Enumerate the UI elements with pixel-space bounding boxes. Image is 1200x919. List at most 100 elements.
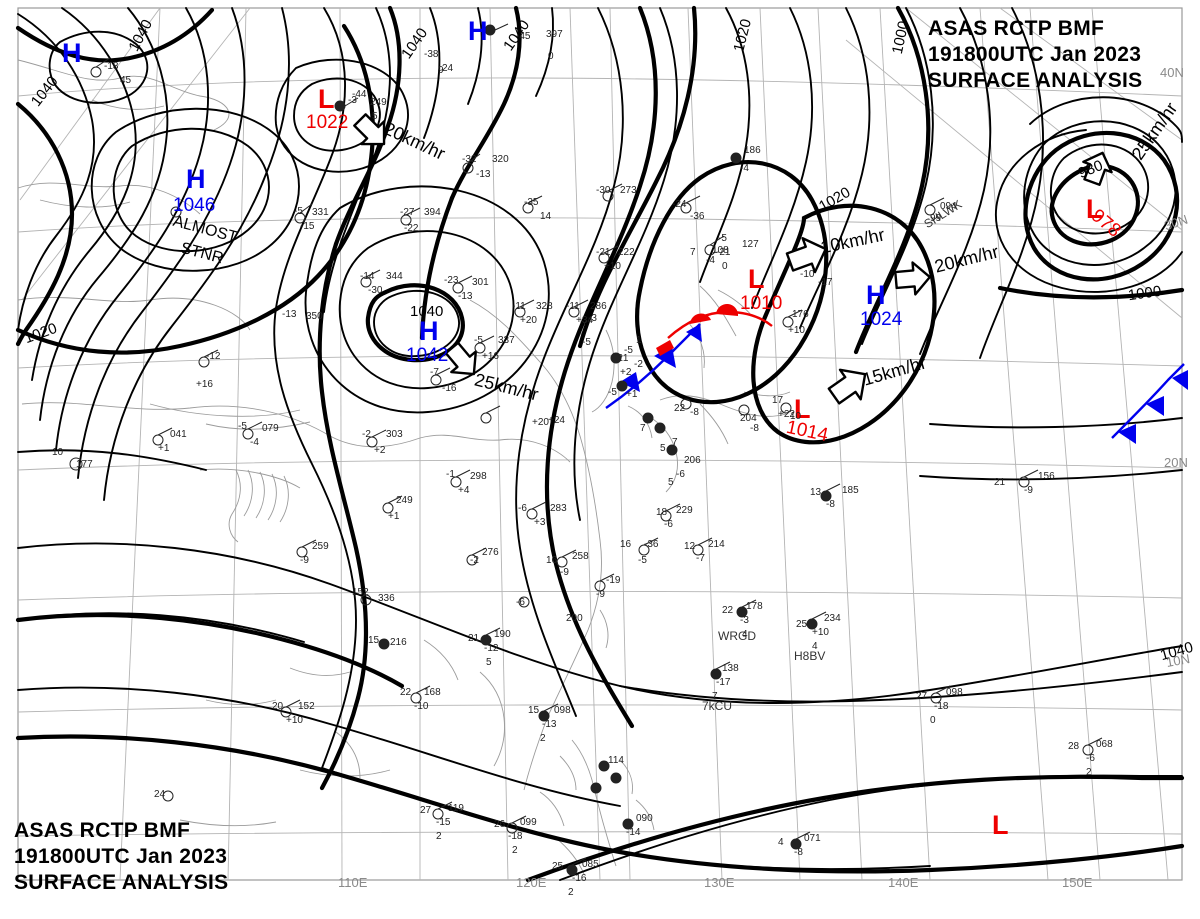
low-center-1022: L [318,84,335,114]
isobar-label-8: 1000 [1126,282,1163,305]
observation-value: 177 [76,459,93,470]
observation-value: 258 [572,551,589,562]
observation-value: 152 [298,701,315,712]
observation-value: 10 [52,447,64,458]
observation-value: -35 [524,197,539,208]
observation-value: -2 [634,359,643,370]
lon-label-120E: 120E [516,875,547,890]
observation-value: 4 [742,629,748,640]
observation-value: 0 [722,261,728,272]
observation-value: -18 [104,61,119,72]
observation-value: -10 [800,269,815,280]
observation-value: -13 [476,169,491,180]
observation-value: +1 [158,443,170,454]
motion-arrow-low-1010 [785,237,827,274]
observation-value: -6 [664,519,673,530]
observation-value: -5 [294,206,303,217]
observation-value: -24 [672,199,687,210]
observation-value: -1 [446,469,455,480]
low-center-bottomright: L [992,810,1009,840]
observation-value: +2 [374,445,386,456]
observation-value: 14 [540,211,552,222]
footer-line-1: ASAS RCTP BMF [14,819,191,842]
observation-value: -21 [716,247,731,258]
observation-value: 2 [568,887,574,898]
observation-value: -15 [300,221,315,232]
observation-value: 7 [712,691,718,702]
high-1024-value: 1024 [860,309,903,330]
observation-value: 24 [442,63,454,74]
lon-label-130E: 130E [704,875,735,890]
observation-value: -18 [508,831,523,842]
observation-value: -18 [934,701,949,712]
observation-value: -15 [436,817,451,828]
lat-label-40N: 40N [1160,65,1184,80]
observation-value: 071 [804,833,821,844]
observation-value: -10 [414,701,429,712]
observation-value: 286 [590,301,607,312]
observation-value: +2 [620,367,632,378]
observation-value: 13 [810,487,822,498]
lon-label-150E: 150E [1062,875,1093,890]
observation-value: -5 [238,421,247,432]
observation-value: -13 [282,309,297,320]
motion-arrow-high-1024 [894,261,932,296]
header-title-block: ASAS RCTP BMF 191800UTC Jan 2023 SURFACE… [928,18,1142,96]
observation-value: -36 [644,539,659,550]
observation-value: -3 [348,95,357,106]
observation-value: 085 [582,859,599,870]
observation-value: 5 [486,657,492,668]
observation-value: -32 [462,154,477,165]
observation-value: 394 [424,207,441,218]
observation-value: -7 [696,553,705,564]
observation-value: 216 [390,637,407,648]
observation-value: 127 [742,239,759,250]
observation-value: -9 [560,567,569,578]
observation-value: 5 [668,477,674,488]
observation-value: +20 [532,417,549,428]
observation-value: 119 [448,803,464,814]
station-code-7kcu: 7kCU [702,699,733,713]
observation-value: 114 [608,755,624,766]
lat-label-10N: 10N [1164,651,1191,670]
observation-value: 7 [690,247,696,258]
observation-value: -11 [566,301,580,312]
observation-value: -13 [542,719,557,730]
observation-value: 249 [370,97,387,108]
observation-value: -38 [424,49,439,60]
low-center-978: L [1086,194,1103,224]
observation-value: 234 [824,613,841,624]
observation-value: 22 [674,403,686,414]
observation-value: 156 [1038,471,1055,482]
observation-value: -21 [614,353,629,364]
motion-arrow-low-1014 [827,368,867,405]
observation-value: 259 [312,541,329,552]
observation-value: +3 [534,517,546,528]
header-line-1: ASAS RCTP BMF [928,17,1105,40]
observation-value: 21 [468,633,480,644]
observation-value: +24 [548,415,565,426]
observation-value: 090 [636,813,653,824]
observation-value: -9 [300,555,309,566]
observation-value: 303 [386,429,403,440]
observation-value: 5 [372,111,378,122]
observation-value: 138 [722,663,739,674]
observation-value: -44 [352,89,367,100]
observation-value: -4 [706,255,715,266]
lon-label-110E: 110E [338,875,368,890]
observation-value: 276 [482,547,499,558]
observation-value: 350 [306,311,323,322]
observation-value: 190 [494,629,511,640]
observation-value: -36 [690,211,705,222]
observation-value: -6 [1086,753,1095,764]
high-center-1024: H [866,280,886,310]
observation-value: 22 [400,687,412,698]
low-1022-value: 1022 [306,112,349,133]
observation-value: 273 [620,185,637,196]
observation-value: -21 [596,247,611,258]
observation-value: -11 [512,301,526,312]
observation-value: 27 [916,691,928,702]
observation-value: -27 [400,207,415,218]
motion-arrows [353,113,1113,405]
